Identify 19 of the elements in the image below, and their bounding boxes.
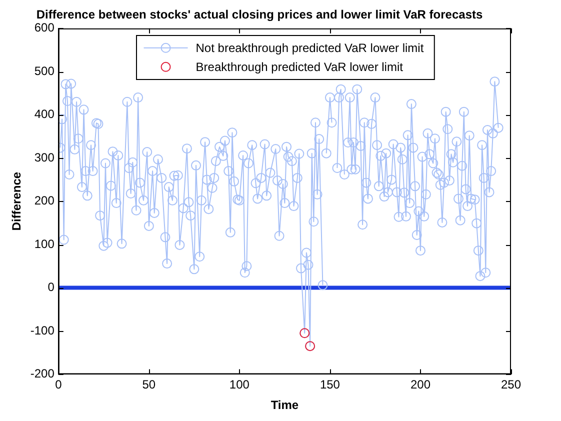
legend-label: Not breakthrough predicted VaR lower limit — [196, 41, 424, 56]
y-tick-label: -100 — [30, 323, 55, 338]
y-tick-label: -200 — [30, 366, 55, 381]
y-tick-label: 0 — [48, 280, 55, 294]
y-axis-title: Difference — [10, 172, 24, 231]
y-tick-label: 400 — [34, 107, 55, 122]
chart-title: Difference between stocks' actual closing prices and lower limit VaR forecasts — [36, 8, 483, 22]
y-tick-label: 500 — [34, 64, 55, 78]
x-tick-label: 100 — [229, 378, 250, 392]
y-tick-label: 300 — [34, 150, 55, 164]
x-tick-label: 50 — [142, 378, 156, 392]
x-tick-label: 150 — [320, 378, 340, 392]
legend-label: Breakthrough predicted VaR lower limit — [196, 60, 404, 74]
x-axis-title: Time — [270, 398, 299, 412]
y-tick-label: 600 — [34, 20, 55, 35]
y-tick-label: 200 — [34, 194, 55, 208]
x-tick-label: 200 — [410, 378, 431, 392]
y-tick-label: 100 — [34, 236, 55, 251]
x-tick-label: 250 — [500, 378, 522, 392]
